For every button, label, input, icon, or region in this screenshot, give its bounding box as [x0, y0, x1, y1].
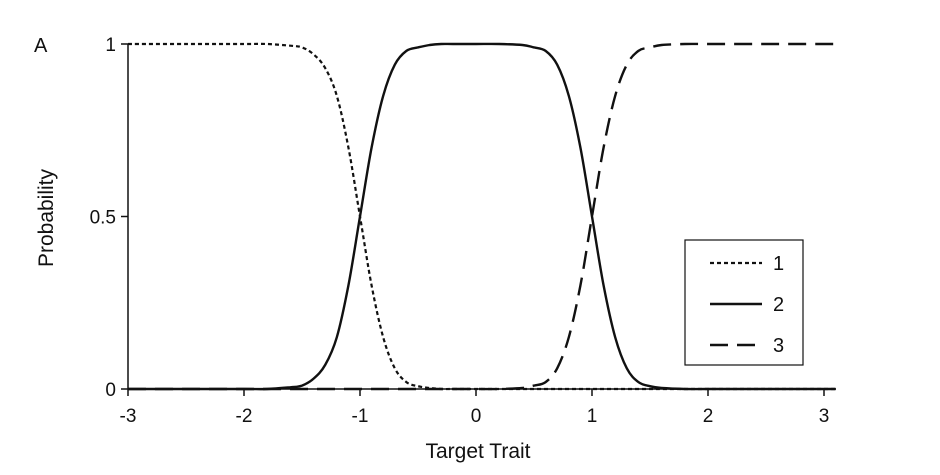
legend-label-1: 1 [773, 253, 784, 275]
y-tick-label: 0 [105, 380, 116, 401]
series-line-3 [128, 42, 836, 391]
legend-label-2: 2 [773, 294, 784, 316]
x-tick-label: -1 [352, 406, 369, 427]
series-line-2 [128, 42, 836, 391]
tick-labels: -3 -2 -1 0 1 2 3 0 0.5 1 [90, 35, 830, 427]
series-line-1 [127, 42, 836, 391]
y-tick-label: 0.5 [90, 208, 116, 229]
y-tick-label: 1 [105, 35, 116, 56]
y-axis-title: Probability [35, 168, 58, 267]
legend-label-3: 3 [773, 335, 784, 357]
x-tick-label: 3 [819, 406, 830, 427]
legend-items: 1 2 3 [710, 253, 784, 357]
legend: 1 2 3 [684, 239, 804, 366]
panel-label: A [34, 35, 48, 57]
x-tick-label: -3 [120, 406, 137, 427]
x-axis-title: Target Trait [425, 440, 530, 463]
x-tick-label: 0 [471, 406, 482, 427]
x-tick-label: 1 [587, 406, 598, 427]
x-tick-label: -2 [236, 406, 253, 427]
series-lines [127, 42, 836, 391]
legend-box [684, 239, 804, 366]
x-tick-label: 2 [703, 406, 714, 427]
